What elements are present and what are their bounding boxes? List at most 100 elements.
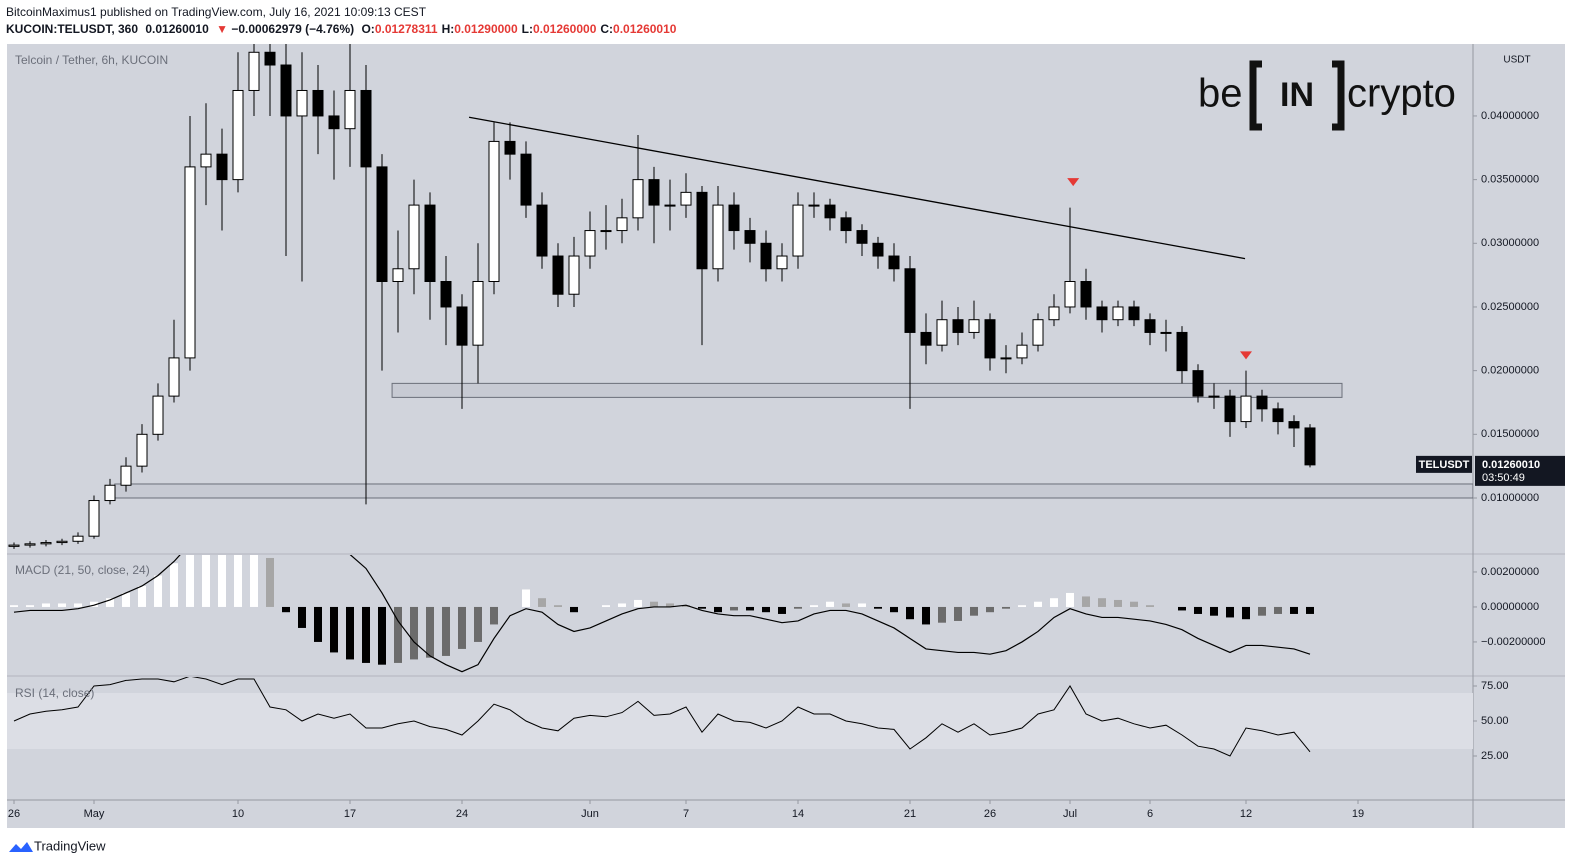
candle-body bbox=[984, 319, 996, 359]
histogram-bar bbox=[682, 605, 690, 607]
histogram-bar bbox=[1002, 606, 1010, 609]
histogram-bar bbox=[842, 603, 850, 607]
histogram-bar bbox=[122, 592, 130, 607]
histogram-bar bbox=[1242, 606, 1250, 620]
y-tick-label: 0.03000000 bbox=[1481, 237, 1539, 249]
publish-line: BitcoinMaximus1 published on TradingView… bbox=[6, 5, 427, 19]
logo-text: be bbox=[1198, 72, 1243, 116]
histogram-bar bbox=[490, 606, 498, 625]
x-tick-label: 26 bbox=[984, 808, 996, 820]
histogram-bar bbox=[762, 606, 770, 613]
candle-body bbox=[1000, 357, 1012, 360]
histogram-bar bbox=[138, 585, 146, 607]
histogram-bar bbox=[954, 606, 962, 621]
candle-body bbox=[920, 331, 932, 346]
candle-body bbox=[1224, 395, 1236, 423]
candle-body bbox=[264, 51, 276, 66]
candle-body bbox=[328, 115, 340, 130]
candle-body bbox=[248, 51, 260, 91]
price-box bbox=[1475, 455, 1565, 486]
histogram-bar bbox=[666, 603, 674, 607]
symbol-line: KUCOIN:TELUSDT, 360 0.01260010 ▼ −0.0006… bbox=[6, 21, 684, 38]
candle-body bbox=[968, 319, 980, 333]
candle-body bbox=[776, 255, 788, 270]
header: BitcoinMaximus1 published on TradingView… bbox=[6, 4, 684, 38]
candle-body bbox=[1304, 427, 1316, 466]
histogram-bar bbox=[778, 606, 786, 614]
change: −0.00062979 (−4.76%) bbox=[231, 22, 355, 36]
pane-title: Telcoin / Tether, 6h, KUCOIN bbox=[15, 53, 168, 67]
footer-icon bbox=[9, 842, 33, 852]
histogram-bar bbox=[1018, 605, 1026, 607]
candle-body bbox=[632, 179, 644, 219]
x-tick-label: May bbox=[84, 808, 105, 820]
ohlc-value: 0.01278311 bbox=[374, 22, 438, 36]
candle-body bbox=[488, 140, 500, 282]
histogram-bar bbox=[42, 603, 50, 607]
histogram-bar bbox=[650, 601, 658, 607]
histogram-bar bbox=[746, 606, 754, 611]
candle-body bbox=[600, 230, 612, 233]
macd-pane bbox=[10, 555, 1314, 673]
candle-body bbox=[472, 280, 484, 346]
candle-body bbox=[120, 465, 132, 486]
x-tick-label: 19 bbox=[1352, 808, 1364, 820]
histogram-bar bbox=[906, 606, 914, 620]
candle-body bbox=[1288, 421, 1300, 429]
ohlc-key: L: bbox=[521, 22, 533, 36]
unit-label: USDT bbox=[1503, 55, 1530, 66]
x-tick-label: 17 bbox=[344, 808, 356, 820]
marker bbox=[1240, 351, 1252, 360]
histogram-bar bbox=[810, 605, 818, 607]
candle-body bbox=[168, 357, 180, 397]
candle-body bbox=[1064, 280, 1076, 308]
histogram-bar bbox=[730, 606, 738, 611]
histogram-bar bbox=[10, 605, 18, 607]
candle-body bbox=[424, 204, 436, 282]
histogram-bar bbox=[794, 606, 802, 609]
histogram-bar bbox=[1034, 601, 1042, 607]
candle-body bbox=[456, 306, 468, 346]
histogram-bar bbox=[1114, 599, 1122, 607]
histogram-bar bbox=[1194, 606, 1202, 614]
candle-body bbox=[232, 89, 244, 181]
symbol: KUCOIN:TELUSDT, 360 bbox=[6, 22, 139, 36]
histogram-bar bbox=[266, 557, 274, 607]
y-tick-label: 0.00200000 bbox=[1481, 566, 1539, 578]
histogram-bar bbox=[938, 606, 946, 623]
macd-line bbox=[13, 555, 1311, 673]
histogram-bar bbox=[1306, 606, 1314, 614]
candle-body bbox=[72, 535, 84, 542]
histogram-bar bbox=[1050, 598, 1058, 607]
candle-body bbox=[504, 140, 516, 155]
y-tick-label: 0.00000000 bbox=[1481, 601, 1539, 613]
histogram-bar bbox=[1274, 606, 1282, 614]
x-tick-label: 21 bbox=[904, 808, 916, 820]
y-tick-label: −0.00200000 bbox=[1481, 636, 1546, 648]
histogram-bar bbox=[1082, 596, 1090, 607]
candle-body bbox=[728, 204, 740, 232]
x-tick-label: 7 bbox=[683, 808, 689, 820]
candle-body bbox=[216, 153, 228, 181]
histogram-bar bbox=[442, 606, 450, 656]
histogram-bar bbox=[538, 598, 546, 607]
trendline bbox=[468, 116, 1246, 260]
logo-text: crypto bbox=[1347, 72, 1456, 116]
histogram-bar bbox=[106, 598, 114, 607]
histogram-bar bbox=[186, 555, 194, 607]
histogram-bar bbox=[1210, 606, 1218, 616]
rsi-band bbox=[7, 693, 1473, 750]
pane-title: RSI (14, close) bbox=[15, 686, 94, 700]
histogram-bar bbox=[890, 606, 898, 613]
countdown: 03:50:49 bbox=[1482, 472, 1525, 484]
candle-body bbox=[712, 204, 724, 270]
arrow: ▼ bbox=[216, 22, 229, 36]
histogram-bar bbox=[1130, 601, 1138, 607]
candle-body bbox=[1208, 395, 1220, 398]
histogram-bar bbox=[202, 555, 210, 607]
y-tick-label: 0.01000000 bbox=[1481, 492, 1539, 504]
histogram-bar bbox=[378, 606, 386, 665]
candle-body bbox=[744, 230, 756, 244]
candle-body bbox=[664, 204, 676, 207]
